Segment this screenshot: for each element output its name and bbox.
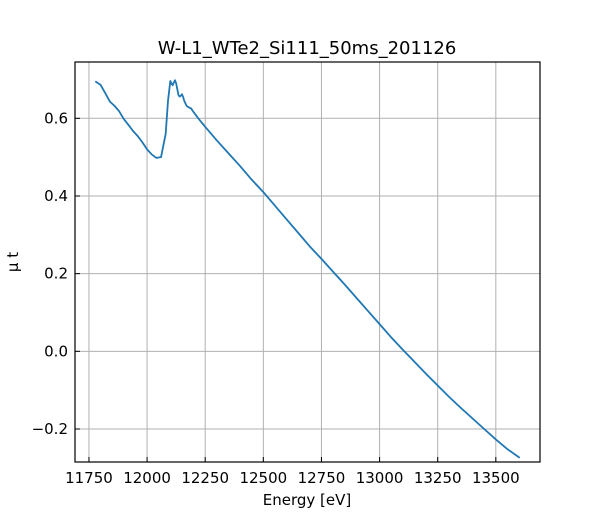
y-tick-label: 0.4	[44, 187, 68, 205]
x-tick-label: 13250	[414, 469, 462, 487]
x-tick-label: 12500	[239, 469, 287, 487]
series-line	[95, 79, 520, 459]
grid-layer	[75, 62, 540, 462]
x-tick-label: 12750	[298, 469, 346, 487]
x-tick-label: 12250	[181, 469, 229, 487]
plot-frame	[74, 61, 541, 463]
x-axis-label: Energy [eV]	[263, 491, 351, 509]
x-tick-label: 11750	[65, 469, 113, 487]
y-tick-label: 0.0	[44, 342, 68, 360]
y-tick-label: 0.6	[44, 109, 68, 127]
x-tick-label: 13500	[472, 469, 520, 487]
y-tick-label: −0.2	[32, 420, 68, 438]
tick-layer: 11750 12000 12250 12500 12750 13000 13250 13500…	[32, 109, 520, 487]
series-layer	[95, 79, 520, 459]
y-tick-label: 0.2	[44, 265, 68, 283]
x-tick-label: 12000	[123, 469, 171, 487]
x-tick-label: 13000	[356, 469, 404, 487]
y-axis-label: μ t	[4, 252, 22, 272]
chart-title: W-L1_WTe2_Si111_50ms_201126	[158, 38, 457, 59]
